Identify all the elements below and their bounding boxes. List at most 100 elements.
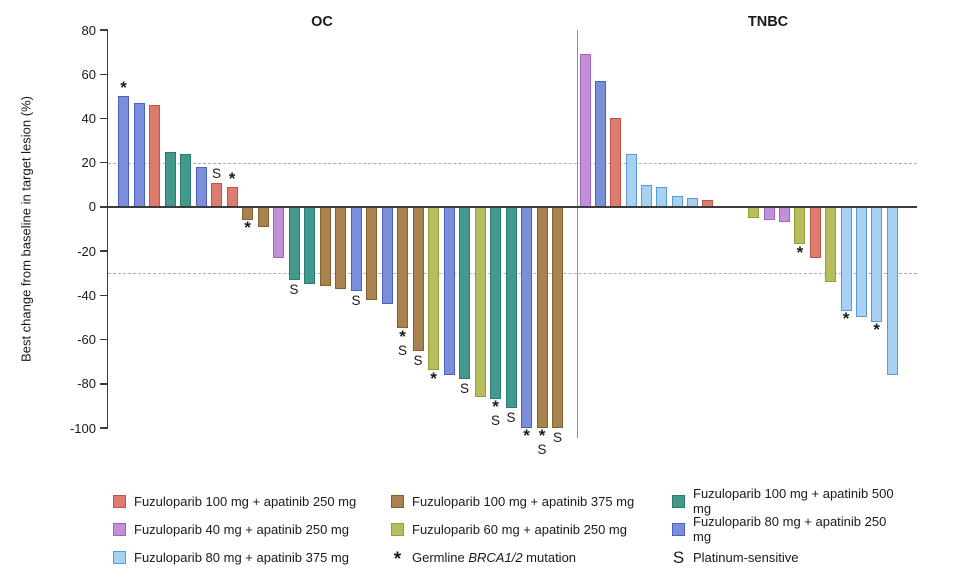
y-tick-label: 0 (88, 199, 96, 215)
zero-baseline (108, 206, 917, 208)
legend-swatch-red (113, 494, 126, 508)
brca-marker: * (873, 319, 880, 339)
bar (579, 54, 591, 207)
bar (474, 206, 486, 398)
bar (211, 182, 222, 207)
bar (521, 206, 532, 428)
legend: Fuzuloparib 100 mg + apatinib 250 mg Fuzu… (113, 486, 907, 570)
bar (748, 206, 760, 218)
legend-label: Fuzuloparib 100 mg + apatinib 500 mg (693, 486, 894, 516)
bar (443, 206, 455, 375)
bar (763, 206, 775, 221)
legend-label: Fuzuloparib 80 mg + apatinib 375 mg (134, 549, 349, 565)
bar (536, 206, 548, 428)
bar (552, 206, 563, 428)
legend-label: Fuzuloparib 100 mg + apatinib 375 mg (412, 493, 635, 509)
legend-label: Germline BRCA1/2 mutation (412, 549, 577, 565)
legend-item: Fuzuloparib 100 mg + apatinib 500 mg (672, 486, 907, 516)
legend-label: Fuzuloparib 40 mg + apatinib 250 mg (134, 521, 349, 537)
y-tick-label: 20 (81, 155, 96, 171)
platinum-marker: S (459, 381, 470, 397)
bar (505, 206, 517, 409)
bar (840, 206, 852, 311)
brca-marker: * (492, 397, 499, 417)
y-tick-label: -40 (77, 287, 96, 303)
reference-dashed-line (108, 162, 917, 164)
brca-marker: * (120, 78, 127, 98)
bar (594, 80, 606, 207)
legend-label: Platinum-sensitive (693, 549, 799, 565)
y-tick-label: -100 (69, 420, 96, 436)
brca-marker: * (228, 169, 236, 188)
legend-symbol-s: S (672, 547, 685, 567)
y-tick-label: -20 (77, 243, 96, 259)
y-axis-tick (100, 206, 108, 208)
legend-item: Fuzuloparib 100 mg + apatinib 375 mg (391, 492, 672, 510)
y-tick-label: -80 (77, 376, 96, 392)
legend-item: * Germline BRCA1/2 mutation (391, 548, 672, 570)
brca-marker: * (244, 218, 251, 238)
bar (459, 206, 470, 380)
y-axis-tick (100, 427, 108, 429)
y-tick-label: 80 (81, 22, 96, 38)
legend-swatch-orchid (113, 522, 126, 536)
legend-symbol-asterisk: * (393, 549, 402, 570)
legend-item: Fuzuloparib 60 mg + apatinib 250 mg (391, 520, 672, 538)
panel-title-tnbc: TNBC (747, 14, 789, 30)
platinum-marker: S (490, 413, 501, 429)
platinum-marker: S (413, 352, 423, 368)
legend-swatch-yellow (391, 522, 404, 536)
bar (397, 206, 408, 329)
bar (226, 187, 238, 207)
bar (428, 206, 439, 371)
bar (133, 103, 145, 207)
bar (871, 206, 883, 322)
bar (794, 206, 806, 245)
bar (412, 206, 424, 351)
bar (656, 187, 668, 207)
bar (825, 206, 837, 283)
bar (257, 206, 269, 227)
bar (490, 206, 501, 400)
bar (855, 206, 867, 318)
platinum-marker: S (397, 342, 408, 358)
y-axis-tick (100, 29, 108, 31)
platinum-marker: S (351, 292, 361, 308)
bar (381, 206, 393, 305)
platinum-marker: S (289, 281, 299, 297)
brca-marker: * (430, 368, 437, 388)
bar (118, 96, 129, 207)
y-axis-tick (100, 383, 108, 385)
y-tick-label: 60 (81, 66, 96, 82)
brca-marker: * (796, 242, 804, 262)
legend-label: Fuzuloparib 60 mg + apatinib 250 mg (412, 521, 627, 537)
brca-marker: * (538, 426, 546, 445)
bar (304, 206, 315, 285)
y-axis-tick (100, 294, 108, 297)
bar (335, 206, 346, 289)
bar (195, 167, 207, 207)
bar (273, 206, 284, 258)
legend-label: Fuzuloparib 100 mg + apatinib 250 mg (134, 493, 357, 509)
brca-marker: * (523, 426, 530, 445)
bar (779, 206, 790, 223)
legend-swatch-teal (672, 494, 685, 508)
bar (149, 105, 160, 207)
legend-item: S Platinum-sensitive (672, 548, 907, 566)
bar (610, 118, 622, 207)
brca-marker: * (842, 308, 850, 328)
bar (180, 153, 191, 207)
y-tick-label: -60 (77, 332, 96, 348)
bar (625, 153, 637, 207)
legend-item: Fuzuloparib 40 mg + apatinib 250 mg (113, 520, 391, 538)
platinum-marker: S (506, 410, 516, 426)
panel-title-oc: OC (311, 14, 333, 30)
bar (886, 206, 898, 375)
panel-separator-line (577, 30, 579, 438)
platinum-marker: S (552, 430, 563, 445)
y-axis-tick (100, 338, 108, 341)
y-axis-tick (100, 73, 108, 75)
platinum-marker: S (211, 165, 222, 181)
legend-swatch-sky (113, 550, 126, 564)
